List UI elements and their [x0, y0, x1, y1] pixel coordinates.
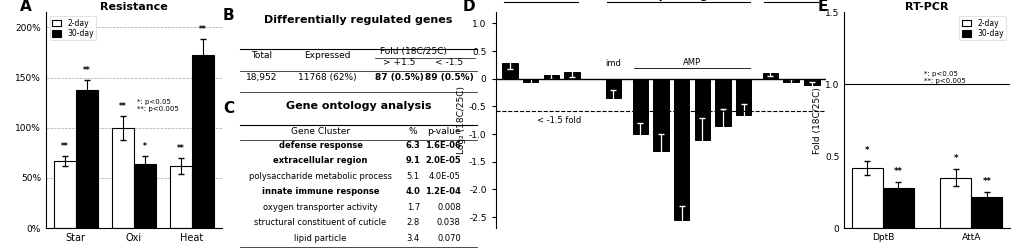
Text: lipid particle: lipid particle	[294, 234, 346, 243]
Text: C: C	[223, 101, 234, 116]
Text: A: A	[19, 0, 32, 14]
Bar	[674, 79, 689, 220]
Text: **: **	[893, 167, 902, 176]
Y-axis label: Fold (18C/25C): Fold (18C/25C)	[813, 87, 821, 154]
Text: defense response: defense response	[278, 141, 362, 150]
Legend: 2-day, 30-day: 2-day, 30-day	[959, 16, 1005, 40]
Text: Differentially regulated genes: Differentially regulated genes	[264, 15, 452, 25]
Text: 18,952: 18,952	[246, 73, 276, 82]
Text: p-value: p-value	[427, 127, 461, 136]
Text: 89 (0.5%): 89 (0.5%)	[424, 73, 473, 82]
Bar	[112, 128, 133, 228]
Bar	[169, 166, 192, 228]
Bar	[735, 79, 751, 115]
Text: 0.008: 0.008	[436, 203, 461, 212]
Text: 2.0E-05: 2.0E-05	[425, 156, 461, 165]
Text: B: B	[223, 8, 234, 23]
Text: < -1.5 fold: < -1.5 fold	[536, 116, 581, 125]
Bar	[970, 196, 1002, 228]
Text: **: **	[176, 144, 184, 153]
Legend: 2-day, 30-day: 2-day, 30-day	[50, 16, 96, 40]
Text: Total: Total	[251, 51, 271, 60]
Bar	[75, 90, 98, 228]
Text: 87 (0.5%): 87 (0.5%)	[374, 73, 423, 82]
Text: **: **	[61, 142, 68, 151]
Text: Gene ontology analysis: Gene ontology analysis	[285, 101, 431, 111]
Text: < -1.5: < -1.5	[434, 58, 463, 67]
Bar	[543, 75, 558, 79]
Text: AMP: AMP	[682, 58, 700, 67]
Text: > +1.5: > +1.5	[382, 58, 415, 67]
Text: *: *	[864, 146, 869, 155]
Text: 1.6E-06: 1.6E-06	[425, 141, 461, 150]
Text: 2.8: 2.8	[407, 218, 420, 227]
Bar	[564, 72, 579, 79]
Text: *: *	[953, 155, 957, 163]
Bar	[54, 161, 75, 228]
Bar	[632, 79, 647, 134]
Text: 1.7: 1.7	[407, 203, 420, 212]
Text: 0.070: 0.070	[436, 234, 461, 243]
Text: *: p<0.05
**: p<0.005: *: p<0.05 **: p<0.005	[923, 71, 965, 84]
Text: 9.1: 9.1	[406, 156, 420, 165]
Text: extracellular region: extracellular region	[273, 156, 368, 165]
Bar	[694, 79, 709, 140]
Text: *: p<0.05
**: p<0.005: *: p<0.05 **: p<0.005	[138, 99, 178, 112]
Y-axis label: Log₂ (18C/25C): Log₂ (18C/25C)	[457, 86, 466, 154]
Text: **: **	[199, 26, 206, 34]
Text: 1.2E-04: 1.2E-04	[425, 187, 461, 196]
Bar	[803, 79, 818, 85]
Text: *: *	[143, 142, 147, 151]
Text: Fold (18C/25C): Fold (18C/25C)	[379, 47, 446, 56]
Bar	[652, 79, 668, 151]
Bar	[133, 164, 156, 228]
Bar	[605, 79, 621, 98]
Bar	[851, 168, 882, 228]
Text: 4.0E-05: 4.0E-05	[429, 172, 461, 181]
Bar	[192, 55, 213, 228]
Bar	[501, 63, 518, 79]
Text: 3.4: 3.4	[407, 234, 420, 243]
Text: imd: imd	[605, 59, 621, 68]
Text: 11768 (62%): 11768 (62%)	[299, 73, 357, 82]
Text: E: E	[817, 0, 827, 14]
Bar	[882, 188, 913, 228]
Title: Stress
Resistance: Stress Resistance	[100, 0, 167, 12]
Text: **: **	[83, 66, 91, 75]
Text: %: %	[409, 127, 417, 136]
Text: oxygen transporter activity: oxygen transporter activity	[263, 203, 378, 212]
Text: Expressed: Expressed	[304, 51, 351, 60]
Bar	[940, 178, 970, 228]
Text: 6.3: 6.3	[406, 141, 420, 150]
Text: 0.038: 0.038	[436, 218, 461, 227]
Bar	[762, 73, 777, 79]
Text: structural constituent of cuticle: structural constituent of cuticle	[254, 218, 386, 227]
Text: innate immune response: innate immune response	[262, 187, 379, 196]
Text: polysaccharide metabolic process: polysaccharide metabolic process	[249, 172, 391, 181]
Bar	[523, 79, 538, 82]
Text: D: D	[462, 0, 475, 14]
Bar	[714, 79, 730, 126]
Text: **: **	[119, 102, 126, 111]
Text: Gene Cluster: Gene Cluster	[290, 127, 350, 136]
Bar	[783, 79, 798, 82]
Text: 4.0: 4.0	[406, 187, 420, 196]
Text: **: **	[981, 178, 990, 186]
Text: 5.1: 5.1	[407, 172, 420, 181]
Title: RT-PCR: RT-PCR	[905, 2, 948, 12]
